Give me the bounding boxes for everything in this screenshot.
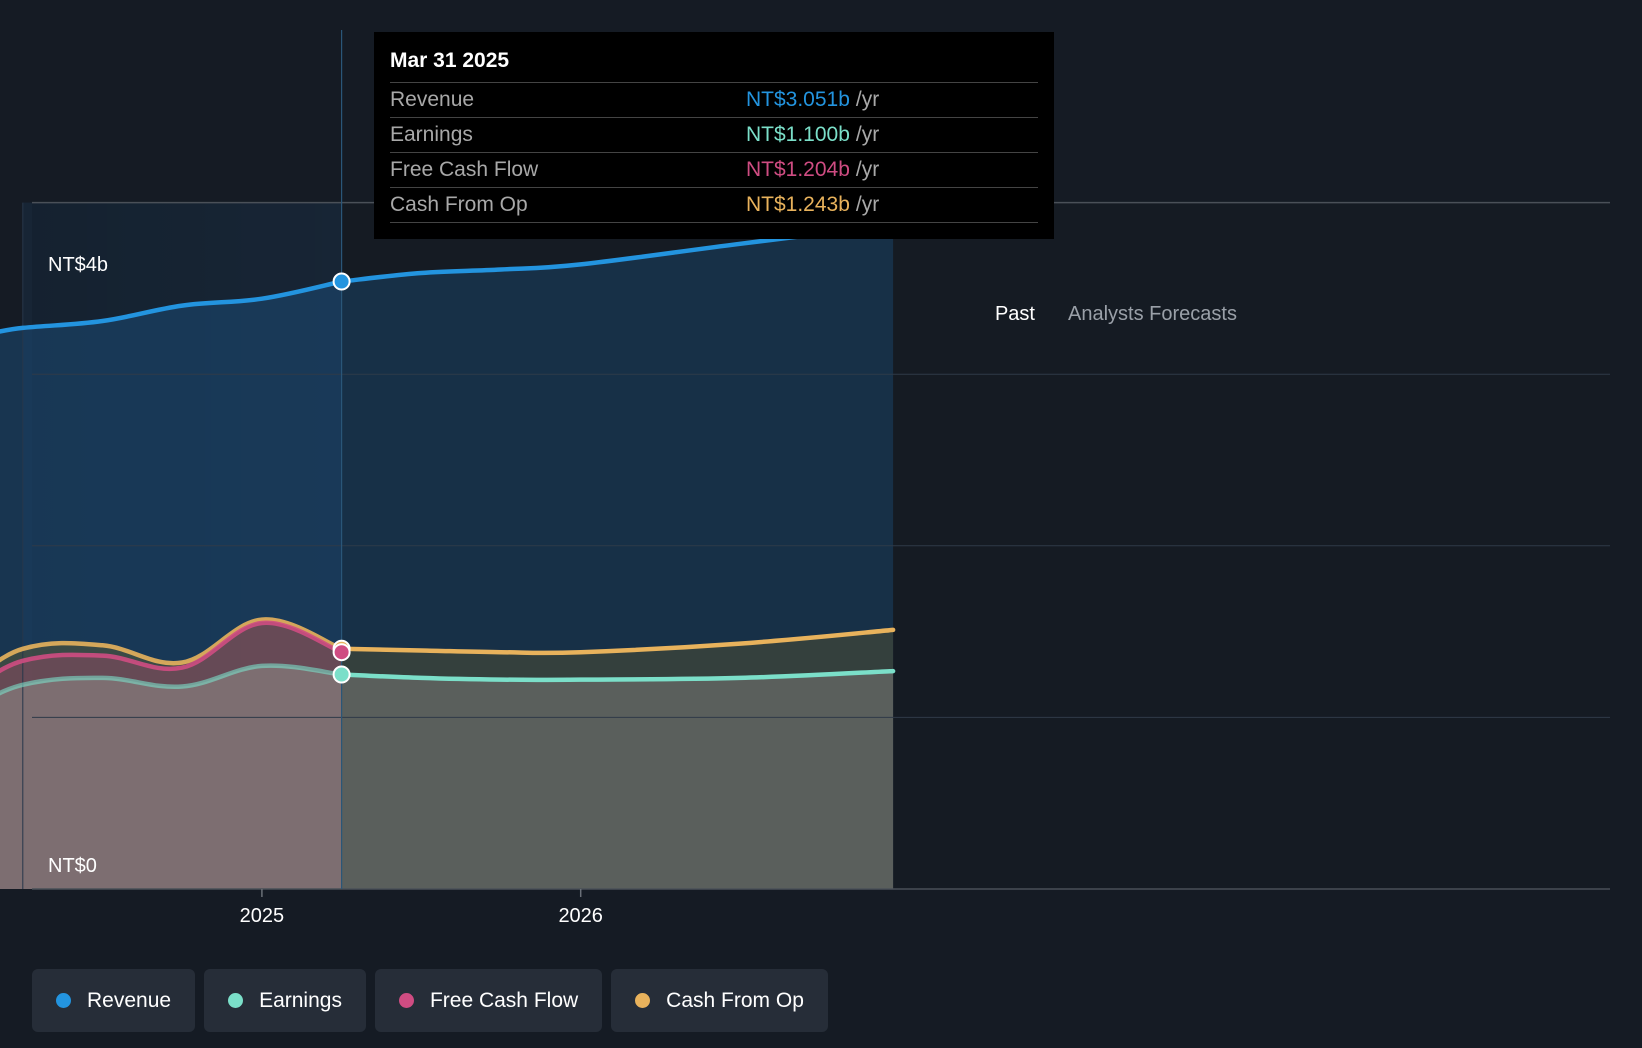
tooltip-row-name: Free Cash Flow bbox=[390, 158, 539, 181]
free-cash-flow-marker bbox=[332, 643, 351, 662]
tooltip-row-unit: /yr bbox=[855, 193, 880, 216]
y-axis-bottom-label: NT$0 bbox=[48, 855, 97, 877]
tooltip-row-unit: /yr bbox=[855, 88, 880, 111]
legend-label: Free Cash Flow bbox=[429, 988, 579, 1012]
legend-item-revenue[interactable]: Revenue bbox=[32, 969, 196, 1032]
legend: Revenue Earnings Free Cash Flow Cash Fro… bbox=[32, 969, 828, 1032]
revenue-line-past bbox=[0, 279, 344, 334]
legend-label: Earnings bbox=[259, 988, 342, 1012]
legend-item-cash-from-op[interactable]: Cash From Op bbox=[611, 969, 828, 1032]
legend-label: Revenue bbox=[87, 988, 172, 1012]
free-cash-flow-dot-icon bbox=[398, 993, 414, 1008]
tooltip-date: Mar 31 2025 bbox=[390, 46, 1038, 83]
legend-label: Cash From Op bbox=[666, 988, 804, 1012]
tooltip-row-value: NT$1.204b bbox=[746, 158, 850, 181]
cash-from-op-line-forecast bbox=[339, 627, 896, 656]
earnings-line-past bbox=[0, 663, 344, 696]
tooltip: Mar 31 2025 Revenue NT$3.051b /yr Earnin… bbox=[374, 32, 1054, 239]
y-axis-top-label: NT$4b bbox=[48, 254, 108, 276]
tooltip-row-name: Cash From Op bbox=[390, 193, 528, 216]
tooltip-row-earnings: Earnings NT$1.100b /yr bbox=[390, 118, 1038, 153]
tooltip-row-cash-from-op: Cash From Op NT$1.243b /yr bbox=[390, 188, 1038, 223]
forecast-label: Analysts Forecasts bbox=[1068, 303, 1237, 325]
tooltip-row-name: Revenue bbox=[390, 88, 475, 111]
earnings-marker bbox=[332, 665, 351, 684]
x-tick-label: 2026 bbox=[558, 905, 603, 927]
earnings-dot-icon bbox=[228, 993, 244, 1008]
earnings-line-forecast bbox=[339, 668, 896, 683]
tooltip-row-unit: /yr bbox=[855, 158, 880, 181]
tooltip-row-value: NT$3.051b bbox=[746, 88, 850, 111]
tooltip-row-revenue: Revenue NT$3.051b /yr bbox=[390, 83, 1038, 118]
cash-from-op-line-past bbox=[0, 617, 344, 666]
revenue-dot-icon bbox=[56, 993, 71, 1008]
past-label: Past bbox=[995, 303, 1035, 325]
cash-from-op-dot-icon bbox=[635, 993, 651, 1008]
earnings-area bbox=[0, 665, 894, 889]
free-cash-flow-line-past bbox=[0, 620, 344, 674]
x-tick-label: 2025 bbox=[240, 905, 285, 927]
tooltip-row-name: Earnings bbox=[390, 123, 473, 146]
legend-item-earnings[interactable]: Earnings bbox=[204, 969, 366, 1032]
tooltip-row-unit: /yr bbox=[855, 123, 880, 146]
tooltip-row-value: NT$1.100b bbox=[746, 123, 850, 146]
tooltip-row-free-cash-flow: Free Cash Flow NT$1.204b /yr bbox=[390, 153, 1038, 188]
legend-item-free-cash-flow[interactable]: Free Cash Flow bbox=[374, 969, 603, 1032]
tooltip-row-value: NT$1.243b bbox=[746, 193, 850, 216]
revenue-marker bbox=[332, 272, 351, 291]
